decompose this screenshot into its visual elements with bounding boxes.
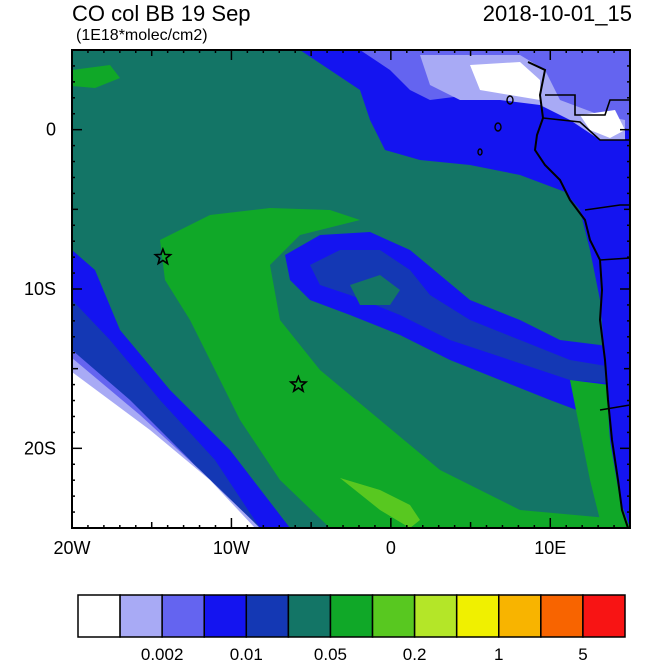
- colorbar-swatch: [287, 594, 332, 638]
- plume-green-region: [160, 208, 630, 528]
- lat-tick-label: 10S: [24, 279, 56, 299]
- lat-tick-label: 20S: [24, 438, 56, 458]
- units-label: (1E18*molec/cm2): [76, 27, 208, 44]
- axis-ticks: 20W 10W 0 10E 0 10S 20S: [24, 49, 631, 558]
- colorbar-swatch: [371, 594, 416, 638]
- southwest-white-region: [72, 372, 255, 528]
- lat-tick-label: 0: [46, 120, 56, 140]
- north-white-region: [470, 62, 540, 100]
- lon-tick-label: 10W: [213, 538, 250, 558]
- station-marker-south: [288, 374, 309, 393]
- colorbar-swatch: [540, 594, 584, 638]
- west-patch: [72, 65, 120, 88]
- land-blue-region: [535, 140, 630, 528]
- colorbar-label: 5: [578, 645, 587, 664]
- colorbar-swatch: [77, 594, 121, 638]
- colorbar-swatch: [498, 594, 542, 638]
- lon-tick-label: 20W: [53, 538, 90, 558]
- colorbar-swatch: [329, 594, 374, 638]
- colorbar-swatch: [245, 594, 290, 638]
- colorbar-swatch: [161, 594, 205, 638]
- datetime-label: 2018-10-01_15: [482, 1, 632, 26]
- co-field: [72, 50, 630, 528]
- station-markers: [153, 246, 309, 393]
- island-annobon: [477, 148, 483, 156]
- colorbar-label: 0.002: [141, 645, 184, 664]
- colorbar-label: 0.01: [230, 645, 263, 664]
- north-white-region-2: [580, 110, 625, 138]
- colorbar: 0.002 0.01 0.05 0.2 1 5: [77, 594, 626, 664]
- eddy-teal-center: [350, 275, 400, 305]
- island-bioko: [506, 95, 514, 105]
- colorbar-swatch: [455, 594, 500, 638]
- station-marker-north: [153, 246, 173, 266]
- colorbar-swatch: [203, 594, 248, 638]
- colorbar-label: 0.05: [314, 645, 347, 664]
- lon-tick-label: 0: [386, 538, 396, 558]
- colorbar-swatch: [413, 594, 458, 638]
- island-sao-tome: [494, 122, 502, 132]
- colorbar-swatch: [119, 594, 163, 638]
- coastline: [527, 61, 629, 528]
- colorbar-label: 0.2: [403, 645, 427, 664]
- lon-tick-label: 10E: [534, 538, 566, 558]
- map-title: CO col BB 19 Sep: [72, 1, 251, 26]
- north-faint-region: [420, 55, 625, 140]
- colorbar-label: 1: [494, 645, 503, 664]
- plume-light-region: [340, 478, 420, 528]
- border-lines: [542, 94, 630, 411]
- colorbar-swatch: [582, 594, 626, 638]
